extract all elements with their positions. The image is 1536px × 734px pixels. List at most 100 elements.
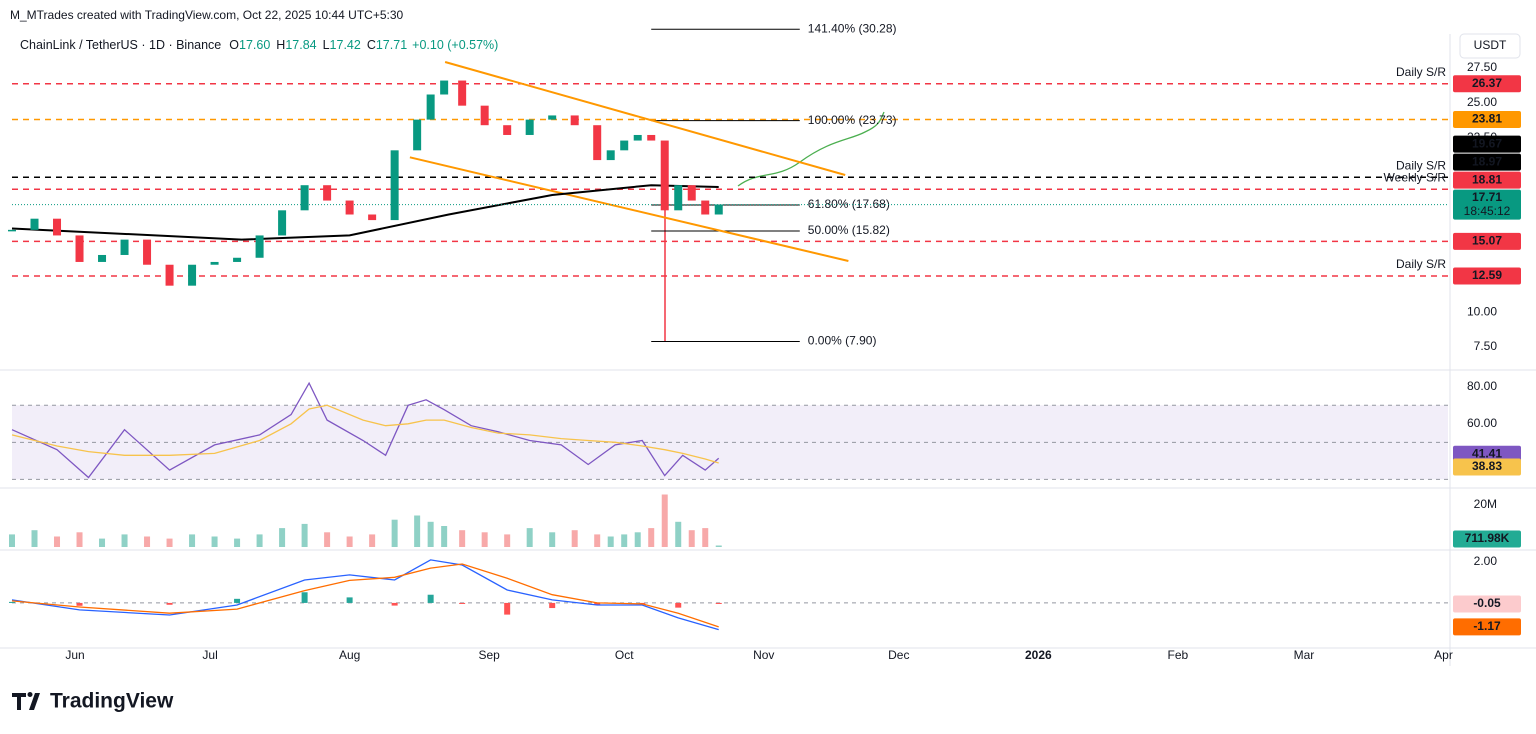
candle	[98, 254, 107, 262]
candle	[323, 185, 332, 201]
volume-bar	[441, 526, 448, 547]
histogram-bar	[675, 602, 682, 608]
volume-bar	[459, 530, 466, 547]
ohlc-key: H	[276, 38, 285, 52]
logo-icon	[12, 692, 40, 710]
axis-value: 15.07	[1472, 234, 1502, 248]
volume-bar	[526, 528, 533, 547]
volume-bar	[634, 532, 641, 547]
volume-bar	[121, 534, 128, 547]
histogram-bar	[715, 602, 722, 604]
candle	[674, 185, 683, 211]
projection	[737, 111, 885, 187]
volume-bar	[256, 534, 263, 547]
candle	[480, 105, 489, 126]
candle	[278, 210, 287, 236]
volume-bar	[346, 536, 353, 547]
axis-value-box	[1453, 458, 1521, 476]
ohlc-key: C	[367, 38, 376, 52]
change: +0.10 (+0.57%)	[412, 38, 498, 52]
histogram-bar	[549, 602, 556, 609]
candle	[458, 80, 467, 106]
volume-bar	[661, 494, 668, 547]
candle	[660, 140, 669, 211]
candle	[503, 125, 512, 135]
volume-bar	[369, 534, 376, 547]
fib-label: 0.00% (7.90)	[808, 334, 877, 348]
histogram-bar	[594, 602, 601, 605]
logo: TradingView	[12, 690, 174, 713]
candle	[570, 115, 579, 126]
volume-bar	[9, 534, 15, 547]
symbol: ChainLink / TetherUS · 1D · Binance	[20, 38, 221, 52]
axis-value-box	[1453, 153, 1521, 171]
fib-label: 50.00% (15.82)	[808, 223, 890, 237]
candle	[255, 235, 264, 258]
x-tick-label: Sep	[478, 648, 500, 662]
axis-value-box	[1453, 618, 1521, 636]
volume-bar	[144, 536, 151, 547]
candle	[647, 134, 656, 141]
volume-bar	[54, 536, 61, 547]
histogram-bar	[76, 602, 83, 606]
candle	[633, 134, 642, 141]
candle	[120, 239, 129, 255]
candle	[345, 200, 354, 215]
histogram-bar	[391, 602, 398, 606]
axis-value: 12.59	[1472, 268, 1502, 282]
series-line	[11, 404, 719, 464]
currency[interactable]: USDT	[1474, 38, 1507, 52]
candle	[210, 261, 219, 265]
candle	[525, 119, 534, 135]
ohlc-value: 17.71	[376, 38, 407, 52]
volume-bar	[234, 538, 241, 547]
ohlc-value: 17.42	[330, 38, 361, 52]
y-tick-label: 10.00	[1467, 304, 1497, 318]
axis-value: 23.81	[1472, 112, 1502, 126]
volume-bar	[648, 528, 655, 547]
level-label: Daily S/R	[1396, 257, 1446, 271]
axis-value: 41.41	[1472, 446, 1502, 460]
axis-value-box	[1453, 267, 1521, 285]
level-label: Daily S/R	[1396, 158, 1446, 172]
axis-value: 19.67	[1472, 136, 1502, 150]
y-tick-label: 20M	[1474, 497, 1497, 511]
axis-value-box	[1453, 75, 1521, 93]
y-tick-label: 80.00	[1467, 379, 1497, 393]
ohlc-value: 17.60	[239, 38, 270, 52]
volume-bar	[324, 532, 331, 547]
x-tick-label: Dec	[888, 648, 909, 662]
volume-bar	[391, 519, 398, 547]
candle	[548, 115, 557, 120]
volume-bar	[621, 534, 628, 547]
axis-value: 26.37	[1472, 76, 1502, 90]
candle	[143, 239, 152, 265]
x-tick-label: Feb	[1168, 648, 1189, 662]
x-tick-label: Apr	[1434, 648, 1453, 662]
axis-value: -1.17	[1473, 619, 1501, 633]
candle	[30, 218, 39, 230]
ohlc-value: 17.84	[285, 38, 316, 52]
currency-button[interactable]	[1459, 33, 1521, 59]
brand: TradingView	[50, 690, 174, 713]
series-line	[11, 381, 720, 479]
volume-bar	[607, 536, 614, 547]
candle	[233, 257, 242, 262]
candle	[620, 140, 629, 151]
histogram-bar	[301, 592, 308, 603]
axis-value-box	[1453, 445, 1521, 463]
axis-value-box	[1453, 530, 1521, 548]
candle	[165, 264, 174, 286]
volume-bar	[99, 538, 106, 547]
axis-value: 18.81	[1472, 172, 1502, 186]
moving-average	[11, 184, 719, 241]
candle	[413, 119, 422, 151]
axis-value: 17.71	[1472, 190, 1502, 204]
histogram-bar	[9, 601, 15, 603]
axis-value-box	[1453, 595, 1521, 613]
volume-bar	[571, 530, 578, 547]
level-label: Weekly S/R	[1384, 170, 1447, 184]
volume-bar	[715, 545, 722, 547]
